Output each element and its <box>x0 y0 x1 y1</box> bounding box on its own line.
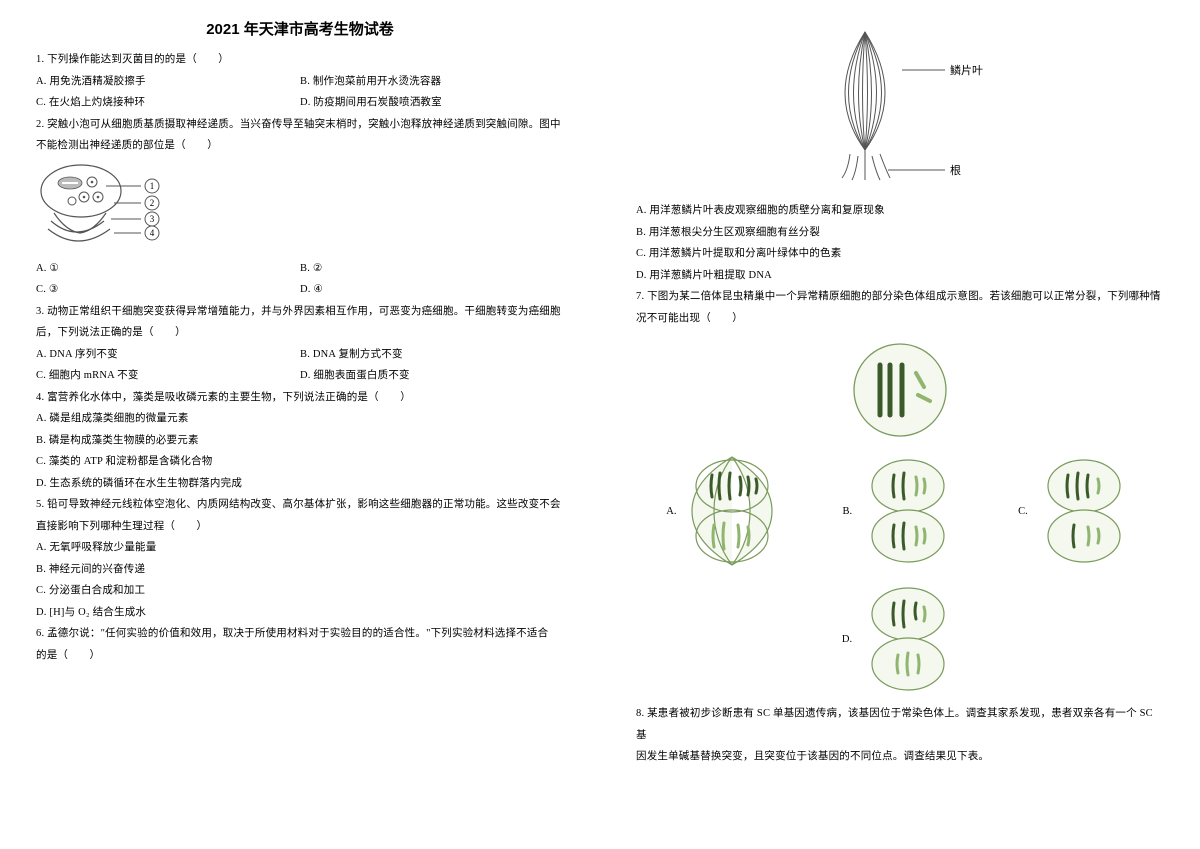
svg-text:3: 3 <box>150 214 155 224</box>
q2-row2: C. ③ D. ④ <box>36 279 564 301</box>
q4-optC: C. 藻类的 ATP 和淀粉都是含磷化合物 <box>36 451 564 473</box>
q6-optB: B. 用洋葱根尖分生区观察细胞有丝分裂 <box>636 222 1164 244</box>
q6-optD: D. 用洋葱鳞片叶粗提取 DNA <box>636 265 1164 287</box>
q2-stem1: 2. 突触小泡可从细胞质基质摄取神经递质。当兴奋传导至轴突末梢时，突触小泡释放神… <box>36 114 564 136</box>
q2-optD: D. ④ <box>300 279 564 301</box>
q7-figD <box>858 579 958 699</box>
q6-optC: C. 用洋葱鳞片叶提取和分离叶绿体中的色素 <box>636 243 1164 265</box>
q2-optB: B. ② <box>300 258 564 280</box>
q7-optC: C. <box>1018 506 1028 517</box>
right-column: 鳞片叶 根 A. 用洋葱鳞片叶表皮观察细胞的质壁分离和复原现象 B. 用洋葱根尖… <box>600 0 1200 849</box>
q2-row1: A. ① B. ② <box>36 258 564 280</box>
q5-optA: A. 无氧呼吸释放少量能量 <box>36 537 564 559</box>
q3-stem1: 3. 动物正常组织干细胞突变获得异常增殖能力，并与外界因素相互作用，可恶变为癌细… <box>36 301 564 323</box>
q7-option-grid: A. <box>636 451 1164 699</box>
q1-row2: C. 在火焰上灼烧接种环 D. 防疫期间用石炭酸喷洒教室 <box>36 92 564 114</box>
q6-stem2: 的是（ ） <box>36 645 564 667</box>
q6-stem1: 6. 孟德尔说："任何实验的价值和效用，取决于所使用材料对于实验目的的适合性。"… <box>36 623 564 645</box>
onion-figure: 鳞片叶 根 <box>636 20 1164 190</box>
q4-optA: A. 磷是组成藻类细胞的微量元素 <box>36 408 564 430</box>
q3-optD: D. 细胞表面蛋白质不变 <box>300 365 564 387</box>
q7-stem1: 7. 下图为某二倍体昆虫精巢中一个异常精原细胞的部分染色体组成示意图。若该细胞可… <box>636 286 1164 308</box>
q3-stem2: 后，下列说法正确的是（ ） <box>36 322 564 344</box>
q1-stem: 1. 下列操作能达到灭菌目的的是（ ） <box>36 49 564 71</box>
left-column: 2021 年天津市高考生物试卷 1. 下列操作能达到灭菌目的的是（ ） A. 用… <box>0 0 600 849</box>
exam-page: 2021 年天津市高考生物试卷 1. 下列操作能达到灭菌目的的是（ ） A. 用… <box>0 0 1200 849</box>
q7-optD: D. <box>842 634 852 645</box>
svg-text:1: 1 <box>150 181 155 191</box>
q8-stem1: 8. 某患者被初步诊断患有 SC 单基因遗传病，该基因位于常染色体上。调查其家系… <box>636 703 1164 746</box>
q1-optB: B. 制作泡菜前用开水烫洗容器 <box>300 71 564 93</box>
synapse-figure: 1 2 3 4 <box>36 161 564 256</box>
q4-optD: D. 生态系统的磷循环在水生生物群落内完成 <box>36 473 564 495</box>
q1-row1: A. 用免洗酒精凝胶擦手 B. 制作泡菜前用开水烫洗容器 <box>36 71 564 93</box>
q1-optA: A. 用免洗酒精凝胶擦手 <box>36 71 300 93</box>
q3-optC: C. 细胞内 mRNA 不变 <box>36 365 300 387</box>
q5-optB: B. 神经元间的兴奋传递 <box>36 559 564 581</box>
svg-text:4: 4 <box>150 228 155 238</box>
q7-optB-item: B. <box>842 451 958 571</box>
q7-figB <box>858 451 958 571</box>
q7-optD-item: D. <box>842 579 958 699</box>
q3-row1: A. DNA 序列不变 B. DNA 复制方式不变 <box>36 344 564 366</box>
q7-optA: A. <box>666 506 676 517</box>
q5-stem2: 直接影响下列哪种生理过程（ ） <box>36 516 564 538</box>
q6-optA: A. 用洋葱鳞片叶表皮观察细胞的质壁分离和复原现象 <box>636 200 1164 222</box>
q3-optA: A. DNA 序列不变 <box>36 344 300 366</box>
q4-optB: B. 磷是构成藻类生物膜的必要元素 <box>36 430 564 452</box>
q7-optB: B. <box>842 506 852 517</box>
q3-row2: C. 细胞内 mRNA 不变 D. 细胞表面蛋白质不变 <box>36 365 564 387</box>
q5-stem1: 5. 铅可导致神经元线粒体空泡化、内质网结构改变、高尔基体扩张，影响这些细胞器的… <box>36 494 564 516</box>
q7-figA <box>682 451 782 571</box>
q5-optC: C. 分泌蛋白合成和加工 <box>36 580 564 602</box>
q3-optB: B. DNA 复制方式不变 <box>300 344 564 366</box>
q7-figC <box>1034 451 1134 571</box>
q2-optC: C. ③ <box>36 279 300 301</box>
q2-stem2: 不能检测出神经递质的部位是（ ） <box>36 135 564 157</box>
svg-text:2: 2 <box>150 198 155 208</box>
q7-optC-item: C. <box>1018 451 1134 571</box>
q8-stem2: 因发生单碱基替换突变，且突变位于该基因的不同位点。调查结果见下表。 <box>636 746 1164 768</box>
q1-optD: D. 防疫期间用石炭酸喷洒教室 <box>300 92 564 114</box>
q1-optC: C. 在火焰上灼烧接种环 <box>36 92 300 114</box>
q2-optA: A. ① <box>36 258 300 280</box>
q7-optA-item: A. <box>666 451 782 571</box>
q5-optD: D. [H]与 O₂ 结合生成水 <box>36 602 564 624</box>
onion-label-scale: 鳞片叶 <box>950 63 983 77</box>
onion-label-root: 根 <box>950 163 961 177</box>
exam-title: 2021 年天津市高考生物试卷 <box>36 18 564 39</box>
q7-stem2: 况不可能出现（ ） <box>636 308 1164 330</box>
q4-stem: 4. 富营养化水体中，藻类是吸收磷元素的主要生物，下列说法正确的是（ ） <box>36 387 564 409</box>
q7-parent-cell <box>636 335 1164 445</box>
